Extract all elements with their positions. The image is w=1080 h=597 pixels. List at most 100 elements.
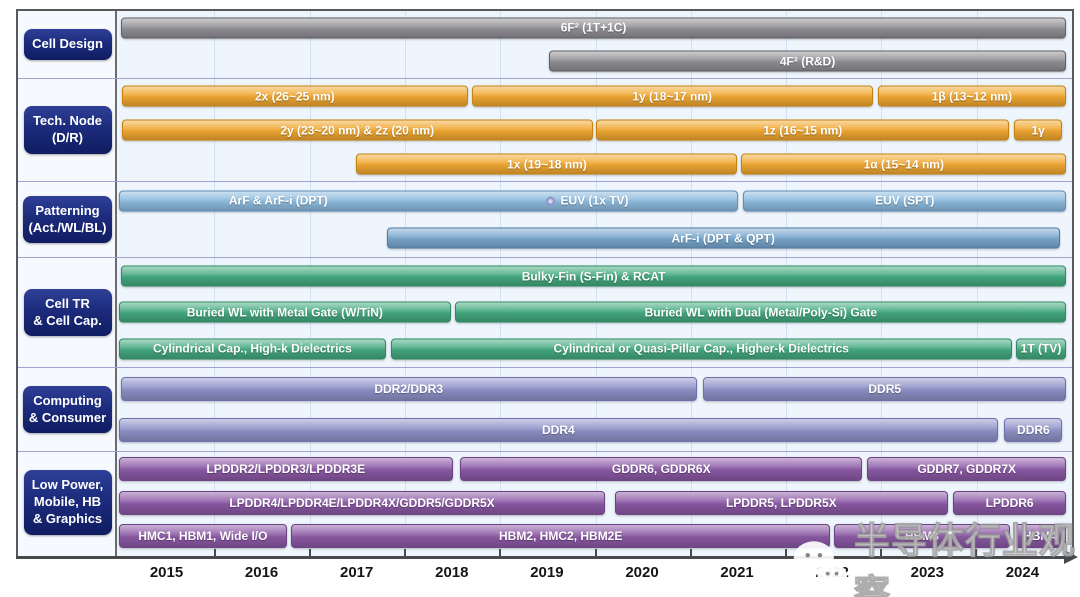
axis-tick [689, 549, 692, 556]
axis-tick [404, 549, 407, 556]
roadmap-bar: 1β (13~12 nm) [877, 85, 1067, 107]
year-label: 2023 [910, 564, 944, 581]
roadmap-bar: HBM2, HMC2, HBM2E [291, 524, 830, 549]
row-group: Low Power, Mobile, HB & Graphics LPDDR2/L… [18, 452, 1072, 553]
roadmap-bar: 1α (15~14 nm) [741, 153, 1067, 175]
roadmap-bar: GDDR6, GDDR6X [460, 456, 863, 481]
year-label: 2017 [340, 564, 374, 581]
bar-label: 6F² (1T+1C) [560, 20, 627, 35]
axis-tick [594, 549, 597, 556]
bar-label: LPDDR4/LPDDR4E/LPDDR4X/GDDR5/GDDR5X [229, 495, 495, 510]
roadmap-bar: GDDR7, GDDR7X [867, 456, 1067, 481]
roadmap-bar: Cylindrical or Quasi-Pillar Cap., Higher… [390, 338, 1012, 360]
row-group: Computing & Consumer DDR2/DDR3 DDR5 DDR4 DDR… [18, 368, 1072, 452]
year-label: 2016 [244, 564, 279, 581]
roadmap-bar: 2x (26~25 nm) [121, 85, 468, 107]
bar-label: 2y (23~20 nm) & 2z (20 nm) [280, 123, 435, 137]
bar-label: Buried WL with Dual (Metal/Poly-Si) Gate [644, 305, 878, 320]
roadmap-bar: DDR5 [703, 376, 1067, 401]
bar-label: ArF-i (DPT & QPT) [671, 231, 775, 246]
bar-label: DDR6 [1017, 423, 1050, 438]
roadmap-bar: 1x (19~18 nm) [356, 153, 738, 175]
group-label: Cell Design [23, 29, 112, 60]
bar-label: ArF & ArF-i (DPT) [228, 193, 328, 208]
x-axis-line [16, 556, 1068, 559]
group-rows: LPDDR2/LPDDR3/LPDDR3E GDDR6, GDDR6X GDDR7,… [119, 452, 1072, 553]
roadmap-bar: 1γ [1013, 119, 1063, 141]
axis-tick [974, 549, 977, 556]
bar-label: 1T (TV) [1020, 341, 1062, 356]
axis-tick [784, 549, 787, 556]
bar-label: 2x (26~25 nm) [254, 89, 335, 103]
roadmap-row: Bulky-Fin (S-Fin) & RCAT [119, 258, 1072, 294]
roadmap-bar: DDR6 [1004, 418, 1063, 443]
roadmap-row: Buried WL with Metal Gate (W/TiN) Buried … [119, 294, 1072, 330]
bar-label: 1y (18~17 nm) [632, 89, 713, 103]
group-label-cell: Low Power, Mobile, HB & Graphics [18, 452, 117, 553]
bar-label: 1x (19~18 nm) [507, 157, 587, 171]
euv-circle-marker-icon [545, 196, 555, 206]
roadmap-bar: ArF & ArF-i (DPT) EUV (1x TV) [119, 190, 739, 212]
bar-label: GDDR6, GDDR6X [611, 461, 711, 476]
roadmap-row: DDR4 DDR6 [119, 410, 1072, 452]
group-label: Low Power, Mobile, HB & Graphics [23, 470, 112, 535]
roadmap-bar: HBM4 [1013, 524, 1067, 549]
year-label: 2018 [435, 564, 469, 581]
group-label: Tech. Node (D/R) [23, 106, 112, 154]
roadmap-bar: HMC1, HBM1, Wide I/O [119, 524, 287, 549]
axis-tick [499, 549, 502, 556]
group-label-cell: Computing & Consumer [18, 368, 117, 451]
roadmap-bar: DDR2/DDR3 [120, 376, 697, 401]
group-label-cell: Tech. Node (D/R) [18, 79, 117, 181]
bar-label: HBM3 [904, 529, 939, 544]
bar-label: HBM2, HMC2, HBM2E [499, 529, 623, 544]
roadmap-row: 2x (26~25 nm) 1y (18~17 nm) 1β (13~12 nm) [119, 79, 1072, 113]
roadmap-row: 2y (23~20 nm) & 2z (20 nm) 1z (16~15 nm) 1… [119, 113, 1072, 147]
bar-label: Buried WL with Metal Gate (W/TiN) [186, 305, 383, 320]
x-axis-arrow-icon [1064, 550, 1078, 564]
chart-frame: Cell Design 6F² (1T+1C) 4F² (R&D) Tech. Nod… [16, 9, 1074, 556]
roadmap-row: Cylindrical Cap., High-k Dielectrics Cyli… [119, 331, 1072, 367]
roadmap-row: ArF & ArF-i (DPT) EUV (1x TV) EUV (SPT) [119, 182, 1072, 220]
row-group: Tech. Node (D/R) 2x (26~25 nm) 1y (18~17 n… [18, 79, 1072, 182]
bar-label: EUV (SPT) [875, 193, 935, 208]
roadmap-row: 6F² (1T+1C) [119, 11, 1072, 45]
roadmap-bar: 1z (16~15 nm) [596, 119, 1010, 141]
roadmap-bar: Buried WL with Metal Gate (W/TiN) [119, 301, 451, 323]
roadmap-bar: 1T (TV) [1015, 338, 1067, 360]
bar-label: LPDDR2/LPDDR3/LPDDR3E [206, 461, 366, 476]
roadmap-bar: LPDDR2/LPDDR3/LPDDR3E [119, 456, 453, 481]
group-rows: 2x (26~25 nm) 1y (18~17 nm) 1β (13~12 nm) 2… [119, 79, 1072, 181]
bar-label: HBM4 [1023, 529, 1058, 544]
roadmap-row: 1x (19~18 nm) 1α (15~14 nm) [119, 147, 1072, 181]
roadmap-bar: ArF-i (DPT & QPT) [386, 227, 1060, 249]
roadmap-bar: Buried WL with Dual (Metal/Poly-Si) Gate [455, 301, 1067, 323]
roadmap-bar: LPDDR5, LPDDR5X [614, 490, 949, 515]
group-label-cell: Cell Design [18, 11, 117, 78]
roadmap-bar: HBM3 [833, 524, 1011, 549]
bar-label: 1z (16~15 nm) [763, 123, 843, 137]
roadmap-row: DDR2/DDR3 DDR5 [119, 368, 1072, 410]
bar-label: Cylindrical Cap., High-k Dielectrics [153, 341, 352, 356]
bar-label: DDR5 [868, 381, 902, 396]
bar-label: Bulky-Fin (S-Fin) & RCAT [521, 269, 666, 284]
roadmap-bar: 6F² (1T+1C) [120, 17, 1067, 39]
group-label-cell: Cell TR & Cell Cap. [18, 258, 117, 367]
roadmap-row: ArF-i (DPT & QPT) [119, 220, 1072, 258]
bar-label: GDDR7, GDDR7X [917, 461, 1017, 476]
bar-label: HMC1, HBM1, Wide I/O [138, 529, 268, 544]
roadmap-groups: Cell Design 6F² (1T+1C) 4F² (R&D) Tech. Nod… [18, 11, 1072, 556]
roadmap-row: 4F² (R&D) [119, 45, 1072, 79]
bar-label: Cylindrical or Quasi-Pillar Cap., Higher… [553, 341, 849, 356]
bar-label: LPDDR6 [985, 495, 1034, 510]
roadmap-bar: LPDDR4/LPDDR4E/LPDDR4X/GDDR5/GDDR5X [119, 490, 606, 515]
group-rows: DDR2/DDR3 DDR5 DDR4 DDR6 [119, 368, 1072, 451]
bar-label: 4F² (R&D) [779, 54, 836, 69]
year-label: 2020 [625, 564, 659, 581]
year-label: 2019 [530, 564, 564, 581]
year-label: 2015 [149, 564, 184, 581]
group-label: Patterning (Act./WL/BL) [22, 195, 113, 244]
year-label: 2022 [815, 564, 849, 581]
year-label: 2024 [1005, 564, 1040, 581]
